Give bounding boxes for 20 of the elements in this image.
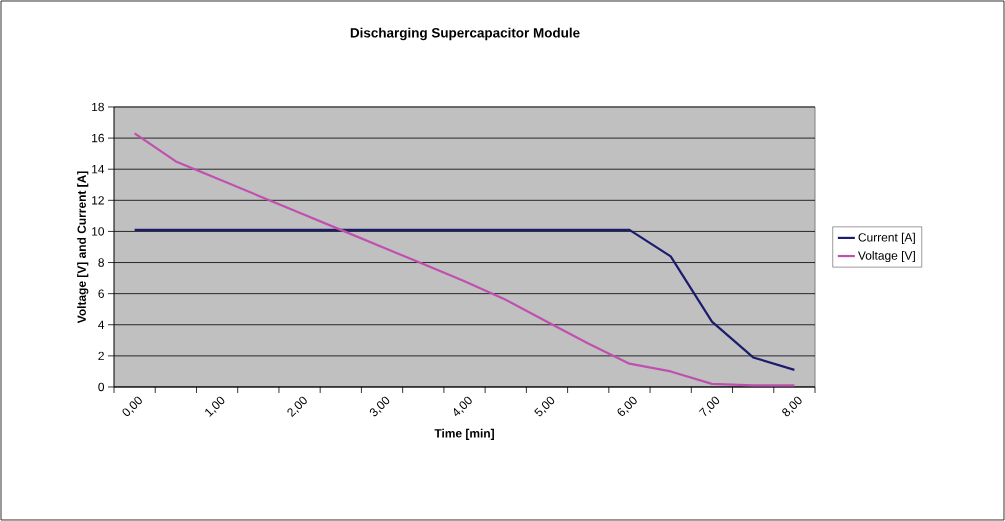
y-tick-label: 16 bbox=[92, 133, 104, 143]
y-tick-label: 12 bbox=[92, 196, 104, 205]
x-tick-label: 7,00 bbox=[698, 396, 720, 416]
legend-label: Current [A] bbox=[858, 232, 915, 244]
x-tick-label: 6,00 bbox=[617, 396, 637, 416]
x-axis-title: Time [min] bbox=[434, 428, 494, 440]
y-axis-title: Voltage [V] and Current [A] bbox=[77, 171, 89, 324]
y-tick-label: 10 bbox=[92, 227, 105, 236]
y-tick-label: 14 bbox=[92, 165, 105, 174]
legend-label: Voltage [V] bbox=[857, 250, 915, 263]
x-tick-label: 0,00 bbox=[122, 396, 142, 417]
y-tick-label: 18 bbox=[92, 102, 104, 112]
y-tick-label: 8 bbox=[98, 258, 104, 267]
y-tick-label: 0 bbox=[98, 382, 105, 392]
y-tick-label: 4 bbox=[98, 320, 105, 329]
x-tick-label: 4,00 bbox=[453, 396, 472, 416]
y-tick-label: 6 bbox=[98, 289, 104, 298]
y-tick-label: 2 bbox=[98, 351, 104, 361]
chart-title: Discharging Supercapacitor Module bbox=[350, 27, 580, 41]
line-series bbox=[133, 132, 796, 387]
